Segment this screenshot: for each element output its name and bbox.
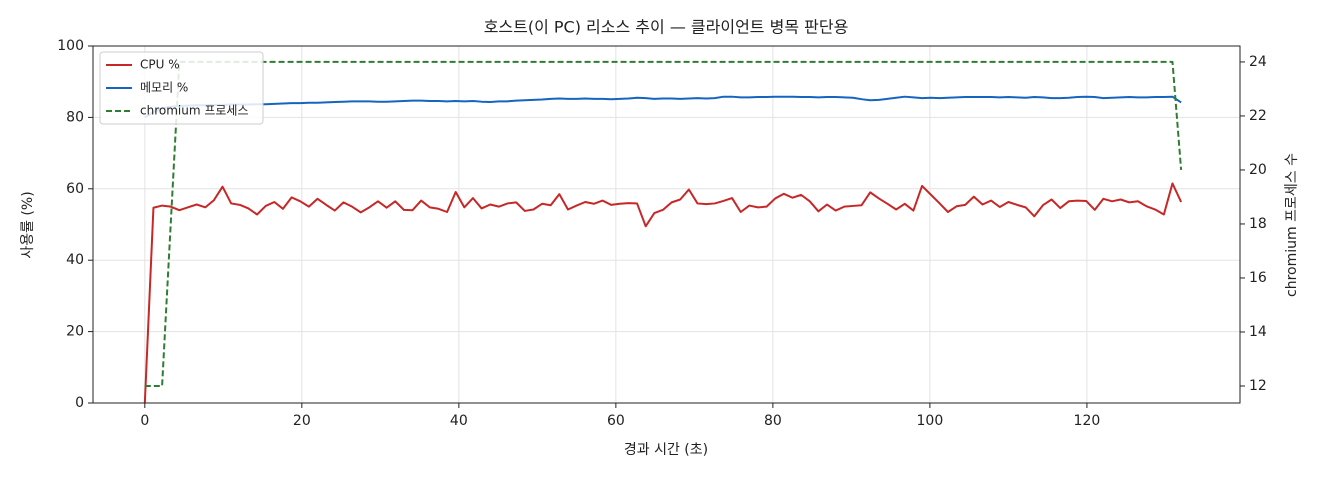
legend-box (99, 51, 264, 125)
y2-tick-label: 20 (1249, 162, 1267, 178)
plot-frame (92, 45, 1241, 404)
x-tick-label: 20 (293, 413, 311, 429)
legend-label: 메모리 % (140, 81, 188, 95)
y2-axis-label: chromium 프로세스 수 (1284, 153, 1300, 297)
y2-tick-label: 16 (1249, 270, 1267, 286)
x-tick-label: 60 (607, 413, 625, 429)
series-line (143, 182, 1183, 404)
y-tick-label: 80 (66, 109, 84, 125)
y-tick-label: 0 (75, 395, 84, 411)
legend-label: chromium 프로세스 (140, 104, 249, 118)
x-tick-label: 0 (140, 413, 149, 429)
legend: CPU % 메모리 % chromium 프로세스 (99, 51, 264, 125)
y-tick-label: 100 (57, 38, 84, 54)
y-tick-label: 60 (66, 181, 84, 197)
chart-title: 호스트(이 PC) 리소스 추이 — 클라이언트 병목 판단용 (484, 18, 849, 37)
x-tick-label: 80 (764, 413, 782, 429)
y2-tick-label: 22 (1249, 108, 1267, 124)
y-tick-label: 20 (66, 324, 84, 340)
y-axis-label: 사용률 (%) (20, 191, 36, 258)
series-line (144, 95, 1182, 119)
y-tick-label: 40 (66, 252, 84, 268)
y2-tick-label: 14 (1249, 324, 1267, 340)
x-tick-label: 100 (917, 413, 944, 429)
series-line (144, 60, 1183, 387)
y2-tick-label: 18 (1249, 216, 1267, 232)
legend-label: CPU % (140, 58, 180, 72)
x-axis-label: 경과 시간 (초) (624, 442, 708, 458)
y2-tick-label: 24 (1249, 54, 1267, 70)
y2-tick-label: 12 (1249, 378, 1267, 394)
x-tick-label: 120 (1074, 413, 1101, 429)
x-tick-label: 40 (450, 413, 468, 429)
